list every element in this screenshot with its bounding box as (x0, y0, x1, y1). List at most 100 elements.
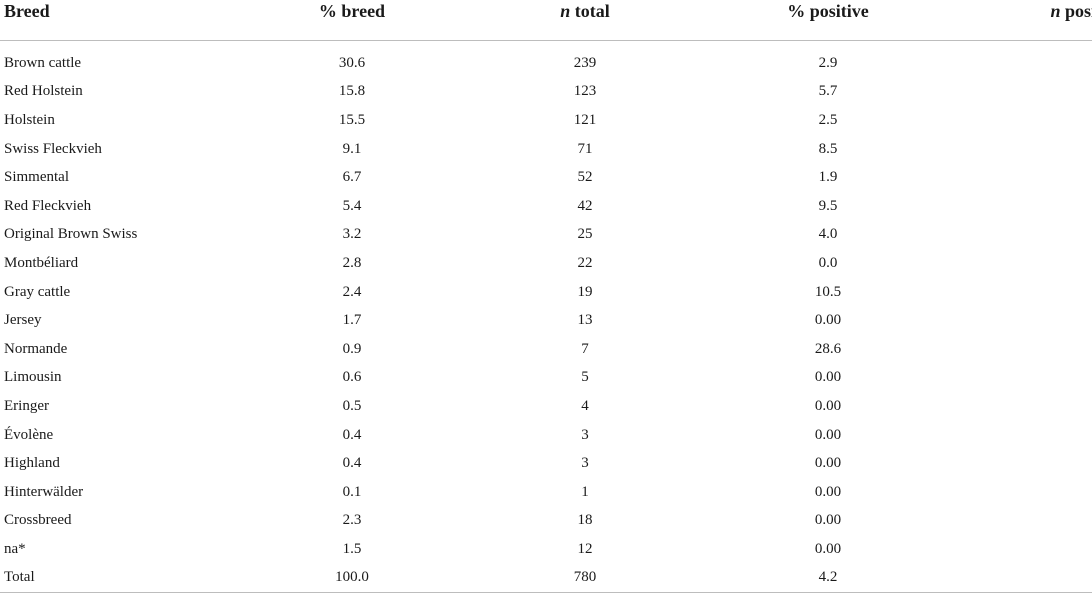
cell-n-total: 42 (577, 197, 593, 214)
cell-n-total: 18 (577, 512, 593, 529)
cell-pct-breed: 0.5 (342, 397, 362, 414)
cell-breed: Highland (4, 455, 60, 472)
cell-pct-positive: 2.5 (818, 111, 838, 128)
cell-n-total: 4 (581, 397, 589, 414)
cell-n-total: 3 (581, 455, 589, 472)
table-row: Holstein 15.5 121 2.5 3 (0, 106, 1092, 135)
cell-breed: Hinterwälder (4, 483, 84, 500)
cell-pct-breed: 5.4 (342, 197, 362, 214)
header-n-positive: n positive (952, 0, 1092, 41)
table-row: Brown cattle 30.6 239 2.9 7 (0, 41, 1092, 78)
cell-n-positive: 1 (952, 163, 1092, 192)
table-header: Breed % breed n total % positive n posit… (0, 0, 1092, 41)
header-n-positive-n: n (1050, 1, 1061, 21)
table-row: Montbéliard 2.8 22 0.0 0 (0, 249, 1092, 278)
table-row: Swiss Fleckvieh 9.1 71 8.5 6 (0, 135, 1092, 164)
cell-breed: Original Brown Swiss (4, 226, 138, 243)
table-row: Eringer 0.5 4 0.00 0 (0, 392, 1092, 421)
cell-breed: Red Holstein (4, 83, 83, 100)
cell-breed: Eringer (4, 397, 49, 414)
header-breed: Breed (0, 0, 238, 41)
cell-pct-breed: 15.5 (338, 111, 366, 128)
cell-n-positive: 0 (952, 421, 1092, 450)
cell-pct-breed: 0.9 (342, 340, 362, 357)
cell-breed: Swiss Fleckvieh (4, 140, 102, 157)
cell-n-positive: 0 (952, 535, 1092, 564)
breed-table: Breed % breed n total % positive n posit… (0, 0, 1092, 594)
cell-breed: Jersey (4, 312, 42, 329)
cell-pct-positive: 10.5 (814, 283, 842, 300)
cell-pct-breed: 0.1 (342, 483, 362, 500)
cell-breed: Évolène (4, 426, 54, 443)
cell-pct-breed: 2.3 (342, 512, 362, 529)
cell-n-positive: 0 (952, 306, 1092, 335)
cell-n-total: 3 (581, 426, 589, 443)
cell-pct-breed: 3.2 (342, 226, 362, 243)
table-row: Simmental 6.7 52 1.9 1 (0, 163, 1092, 192)
cell-n-positive: 6 (952, 135, 1092, 164)
cell-pct-breed: 2.8 (342, 254, 362, 271)
cell-n-positive: 4 (952, 192, 1092, 221)
table-row: Jersey 1.7 13 0.00 0 (0, 306, 1092, 335)
cell-n-total: 7 (581, 340, 589, 357)
cell-n-total: 19 (577, 283, 593, 300)
cell-pct-positive: 0.00 (814, 483, 842, 500)
cell-n-total: 123 (573, 83, 597, 100)
cell-n-positive: 2 (952, 335, 1092, 364)
cell-pct-positive: 8.5 (818, 140, 838, 157)
cell-pct-positive: 0.00 (814, 397, 842, 414)
cell-pct-positive: 28.6 (814, 340, 842, 357)
cell-breed: Holstein (4, 111, 55, 128)
cell-pct-positive: 5.7 (818, 83, 838, 100)
cell-n-positive: 33 (952, 563, 1092, 594)
cell-n-positive: 7 (952, 78, 1092, 107)
cell-pct-positive: 0.0 (818, 254, 838, 271)
cell-pct-positive: 2.9 (818, 54, 838, 71)
cell-n-positive: 2 (952, 278, 1092, 307)
cell-n-total: 52 (577, 169, 593, 186)
cell-n-total: 71 (577, 140, 593, 157)
cell-pct-breed: 15.8 (338, 83, 366, 100)
cell-breed: Montbéliard (4, 254, 79, 271)
header-row: Breed % breed n total % positive n posit… (0, 0, 1092, 41)
cell-pct-positive: 0.00 (814, 426, 842, 443)
table-row: Red Fleckvieh 5.4 42 9.5 4 (0, 192, 1092, 221)
cell-n-total: 13 (577, 312, 593, 329)
cell-n-total: 239 (573, 54, 597, 71)
table-row: Highland 0.4 3 0.00 0 (0, 449, 1092, 478)
cell-n-positive: 7 (952, 41, 1092, 78)
cell-pct-breed: 6.7 (342, 169, 362, 186)
cell-pct-breed: 1.5 (342, 540, 362, 557)
cell-pct-positive: 4.2 (704, 563, 952, 594)
cell-n-total: 22 (577, 254, 593, 271)
cell-n-positive: 0 (952, 249, 1092, 278)
cell-n-total: 12 (577, 540, 593, 557)
table-row: Original Brown Swiss 3.2 25 4.0 1 (0, 221, 1092, 250)
cell-pct-positive: 1.9 (818, 169, 838, 186)
table-row: Hinterwälder 0.1 1 0.00 0 (0, 478, 1092, 507)
cell-breed: Total (0, 563, 238, 594)
cell-breed: Normande (4, 340, 68, 357)
header-n-positive-rest: positive (1064, 1, 1092, 21)
cell-n-total: 5 (581, 369, 589, 386)
cell-pct-breed: 2.4 (342, 283, 362, 300)
header-n-total: n total (466, 0, 704, 41)
cell-pct-breed: 100.0 (238, 563, 466, 594)
cell-n-total: 1 (581, 483, 589, 500)
cell-n-positive: 0 (952, 507, 1092, 536)
cell-n-positive: 0 (952, 478, 1092, 507)
cell-n-total: 121 (573, 111, 597, 128)
cell-breed: Simmental (4, 169, 69, 186)
cell-breed: Brown cattle (4, 54, 82, 71)
cell-n-positive: 0 (952, 364, 1092, 393)
cell-pct-positive: 4.0 (818, 226, 838, 243)
header-n-total-n: n (560, 1, 571, 21)
cell-pct-breed: 0.4 (342, 426, 362, 443)
table-row: na* 1.5 12 0.00 0 (0, 535, 1092, 564)
cell-n-total: 780 (466, 563, 704, 594)
cell-pct-breed: 9.1 (342, 140, 362, 157)
cell-breed: na* (4, 540, 26, 557)
table-row: Red Holstein 15.8 123 5.7 7 (0, 78, 1092, 107)
cell-breed: Crossbreed (4, 512, 72, 529)
